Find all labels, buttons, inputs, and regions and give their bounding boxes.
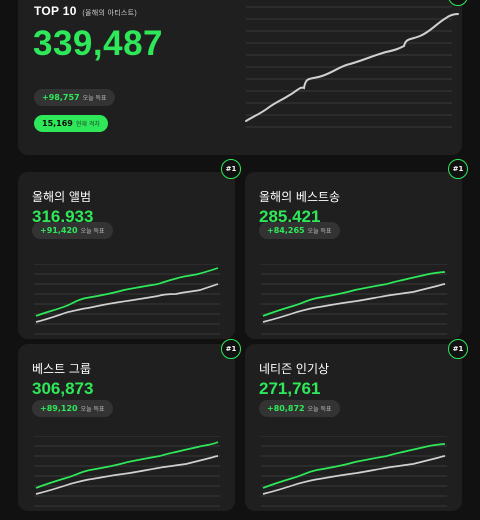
series-line-primary bbox=[262, 271, 446, 317]
award-title: 베스트 그룹 bbox=[32, 362, 92, 376]
award-trend-chart bbox=[34, 436, 220, 507]
award-vote-total: 285,421 bbox=[259, 207, 321, 226]
today-votes-pill: +80,872 오늘 득표 bbox=[259, 400, 340, 417]
award-card-netizen[interactable]: 네티즌 인기상 271,761 +80,872 오늘 득표 bbox=[245, 344, 462, 511]
award-trend-chart bbox=[34, 264, 220, 335]
top10-title: TOP 10 (올해의 아티스트) bbox=[34, 4, 137, 18]
today-votes-value: +84,265 bbox=[267, 226, 305, 235]
series-line-primary bbox=[35, 441, 219, 489]
rank-badge-album: #1 bbox=[221, 159, 241, 179]
top10-vote-total: 339,487 bbox=[33, 24, 164, 63]
series-line-secondary bbox=[262, 455, 446, 495]
today-votes-label: 오늘 득표 bbox=[80, 228, 105, 235]
series-line-primary bbox=[35, 267, 219, 317]
top10-card[interactable]: TOP 10 (올해의 아티스트) 339,487 +98,757 오늘 득표 … bbox=[18, 0, 462, 155]
today-votes-label: 오늘 득표 bbox=[80, 406, 105, 413]
rank-badge-best-group: #1 bbox=[221, 339, 241, 359]
top10-trend-line bbox=[245, 13, 459, 122]
top10-gap-pill: 15,169 현재 격차 bbox=[34, 115, 108, 132]
rank-badge-best-song: #1 bbox=[448, 159, 468, 179]
award-vote-total: 306,873 bbox=[32, 379, 94, 398]
series-line-primary bbox=[262, 443, 446, 489]
series-line-secondary bbox=[35, 283, 219, 323]
award-title: 올해의 베스트송 bbox=[259, 190, 341, 204]
series-line-secondary bbox=[35, 455, 219, 495]
today-votes-value: +80,872 bbox=[267, 404, 305, 413]
award-vote-total: 271,761 bbox=[259, 379, 321, 398]
today-votes-pill: +89,120 오늘 득표 bbox=[32, 400, 113, 417]
rank-badge-netizen: #1 bbox=[448, 339, 468, 359]
award-trend-chart bbox=[261, 264, 447, 335]
today-votes-label: 오늘 득표 bbox=[307, 406, 332, 413]
top10-subtitle: (올해의 아티스트) bbox=[82, 10, 138, 17]
today-votes-pill: +91,420 오늘 득표 bbox=[32, 222, 113, 239]
top10-today-votes-value: +98,757 bbox=[42, 93, 80, 102]
award-title: 올해의 앨범 bbox=[32, 190, 92, 204]
award-card-best-group[interactable]: 베스트 그룹 306,873 +89,120 오늘 득표 bbox=[18, 344, 235, 511]
top10-gap-label: 현재 격차 bbox=[75, 121, 100, 128]
today-votes-value: +89,120 bbox=[40, 404, 78, 413]
top10-today-votes-label: 오늘 득표 bbox=[82, 95, 107, 102]
award-title: 네티즌 인기상 bbox=[259, 362, 330, 376]
award-card-best-song[interactable]: 올해의 베스트송 285,421 +84,265 오늘 득표 bbox=[245, 172, 462, 339]
today-votes-value: +91,420 bbox=[40, 226, 78, 235]
top10-trend-chart bbox=[245, 6, 459, 128]
top10-gap-value: 15,169 bbox=[42, 119, 73, 128]
today-votes-pill: +84,265 오늘 득표 bbox=[259, 222, 340, 239]
award-trend-chart bbox=[261, 436, 447, 507]
top10-today-votes-pill: +98,757 오늘 득표 bbox=[34, 89, 115, 106]
award-card-album[interactable]: 올해의 앨범 316,933 +91,420 오늘 득표 #1 bbox=[18, 172, 235, 339]
award-vote-total: 316,933 bbox=[32, 207, 94, 226]
top10-title-text: TOP 10 bbox=[34, 4, 77, 18]
series-line-secondary bbox=[262, 283, 446, 323]
today-votes-label: 오늘 득표 bbox=[307, 228, 332, 235]
